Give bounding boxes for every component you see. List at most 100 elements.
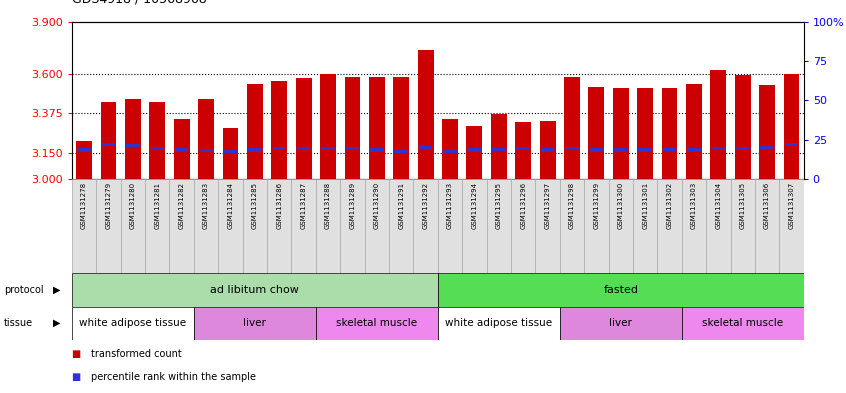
Bar [340,179,365,273]
Text: protocol: protocol [4,285,44,295]
Bar [565,147,579,150]
Text: GSM1131306: GSM1131306 [764,182,770,229]
Bar [223,150,237,153]
Text: GSM1131285: GSM1131285 [252,182,258,229]
Text: GSM1131307: GSM1131307 [788,182,794,229]
Text: GSM1131279: GSM1131279 [106,182,112,229]
Bar [102,143,115,146]
Text: GSM1131294: GSM1131294 [471,182,477,229]
Text: GSM1131303: GSM1131303 [691,182,697,229]
Bar [486,179,511,273]
Bar [735,75,750,179]
Bar [687,149,700,152]
Bar [200,149,213,152]
Bar [151,147,164,150]
Bar [394,150,408,153]
Bar [126,144,140,147]
Bar [462,179,486,273]
Bar [76,141,92,179]
Bar [72,307,194,340]
Bar [169,179,194,273]
Bar [706,179,730,273]
Bar [414,179,438,273]
Bar [657,179,682,273]
Bar [247,84,263,179]
Text: GSM1131296: GSM1131296 [520,182,526,229]
Bar [584,179,608,273]
Text: ad libitum chow: ad libitum chow [211,285,299,295]
Bar [613,88,629,179]
Text: GSM1131290: GSM1131290 [374,182,380,229]
Bar [316,179,340,273]
Text: fasted: fasted [603,285,638,295]
Bar [736,147,750,150]
Bar [222,128,239,179]
Text: percentile rank within the sample: percentile rank within the sample [91,372,255,382]
Bar [438,273,804,307]
Bar [198,99,214,179]
Text: ▶: ▶ [53,285,61,295]
Bar [173,119,190,179]
Bar [759,85,775,179]
Text: GSM1131293: GSM1131293 [447,182,453,229]
Text: GSM1131282: GSM1131282 [179,182,184,229]
Bar [72,273,437,307]
Bar [389,179,414,273]
Text: skeletal muscle: skeletal muscle [702,318,783,328]
Text: GSM1131291: GSM1131291 [398,182,404,229]
Text: GSM1131287: GSM1131287 [300,182,306,229]
Bar [614,149,628,152]
Bar [515,122,531,179]
Bar [121,179,145,273]
Bar [639,149,652,152]
Bar [540,121,556,179]
Text: GSM1131300: GSM1131300 [618,182,624,229]
Bar [96,179,121,273]
Bar [346,147,360,150]
Bar [589,87,604,179]
Text: GDS4918 / 10568968: GDS4918 / 10568968 [72,0,206,6]
Bar [686,84,702,179]
Bar [662,88,678,179]
Bar [272,147,286,150]
Bar [564,77,580,179]
Text: liver: liver [609,318,632,328]
Bar [125,99,140,179]
Text: ▶: ▶ [53,318,61,328]
Bar [297,147,310,150]
Bar [633,179,657,273]
Bar [443,150,457,153]
Bar [779,179,804,273]
Bar [516,147,530,150]
Bar [243,179,267,273]
Text: GSM1131305: GSM1131305 [739,182,745,229]
Text: GSM1131289: GSM1131289 [349,182,355,229]
Text: GSM1131304: GSM1131304 [716,182,722,229]
Bar [316,307,438,340]
Bar [755,179,779,273]
Bar [468,149,481,152]
Bar [560,179,584,273]
Bar [466,125,482,179]
Bar [711,147,725,150]
Text: GSM1131280: GSM1131280 [130,182,136,229]
Text: GSM1131278: GSM1131278 [81,182,87,229]
Bar [344,77,360,179]
Bar [637,88,653,179]
Bar [761,146,774,149]
Text: GSM1131284: GSM1131284 [228,182,233,229]
Bar [783,74,799,179]
Text: GSM1131283: GSM1131283 [203,182,209,229]
Bar [296,77,311,179]
Text: GSM1131302: GSM1131302 [667,182,673,229]
Bar [418,50,433,179]
Bar [438,307,560,340]
Bar [320,74,336,179]
Bar [369,77,385,179]
Bar [370,149,383,152]
Bar [393,77,409,179]
Bar [272,81,287,179]
Bar [291,179,316,273]
Bar [662,147,676,151]
Bar [101,102,117,179]
